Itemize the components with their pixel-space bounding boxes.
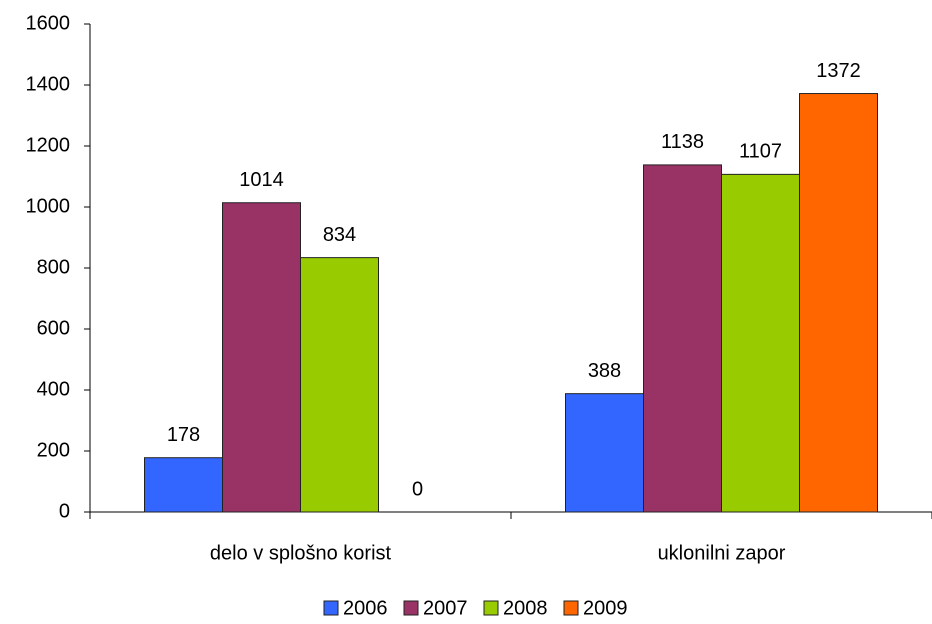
y-tick-label: 600: [37, 317, 70, 339]
x-tick-label: uklonilni zapor: [658, 542, 786, 564]
y-tick-label: 1400: [26, 73, 71, 95]
legend-swatch: [483, 600, 499, 616]
legend-swatch: [563, 600, 579, 616]
bar: [643, 164, 722, 513]
value-label: 0: [412, 478, 423, 500]
bar: [300, 257, 379, 513]
y-tick-label: 400: [37, 378, 70, 400]
x-tick-label: delo v splošno korist: [210, 542, 392, 564]
y-tick-label: 200: [37, 439, 70, 461]
y-tick-label: 800: [37, 256, 70, 278]
y-tick-label: 0: [59, 500, 70, 522]
value-label: 1138: [661, 131, 704, 153]
bar: [565, 393, 644, 513]
legend-swatch: [323, 600, 339, 616]
bar: [144, 457, 223, 513]
value-label: 388: [588, 360, 621, 382]
bar: [799, 93, 878, 513]
y-tick-label: 1600: [26, 12, 71, 34]
legend-label: 2006: [343, 597, 388, 619]
value-label: 834: [323, 224, 356, 246]
value-label: 1107: [739, 141, 782, 163]
y-tick-label: 1200: [26, 134, 71, 156]
legend-label: 2009: [583, 597, 628, 619]
legend-label: 2007: [423, 597, 468, 619]
value-label: 1014: [239, 169, 284, 191]
y-tick-label: 1000: [26, 195, 71, 217]
value-label: 178: [167, 424, 200, 446]
value-label: 1372: [816, 60, 861, 82]
bar: [222, 202, 301, 513]
legend-swatch: [403, 600, 419, 616]
bar: [721, 173, 800, 513]
legend-label: 2008: [503, 597, 548, 619]
